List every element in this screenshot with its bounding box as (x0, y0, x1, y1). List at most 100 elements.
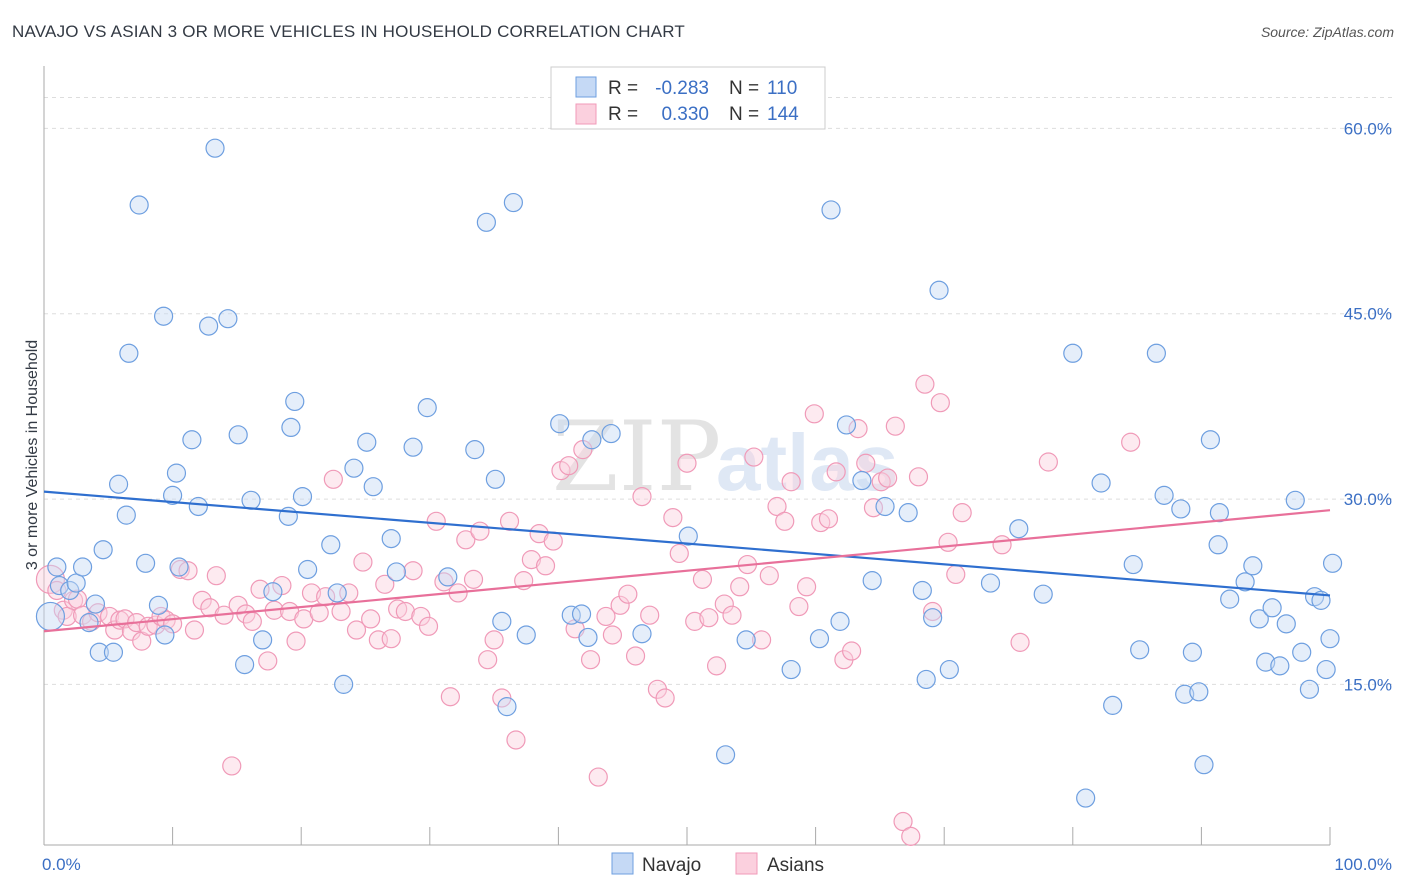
legend-n-label-navajo: N = (729, 78, 759, 99)
navajo-point (1182, 642, 1202, 662)
navajo-point (736, 630, 756, 650)
asians-point (751, 630, 772, 650)
navajo-point (1200, 430, 1221, 450)
series-legend: Navajo Asians (611, 852, 824, 876)
asians-point (361, 609, 381, 629)
asians-point (946, 564, 966, 585)
asians-point (610, 595, 630, 615)
asians-point (353, 552, 373, 572)
asians-point (440, 687, 460, 707)
navajo-point (578, 627, 598, 648)
navajo-point (582, 430, 602, 450)
navajo-point (93, 540, 113, 560)
navajo-point (85, 594, 106, 614)
navajo-point (912, 580, 932, 601)
navajo-point (292, 486, 313, 507)
navajo-point (465, 440, 485, 460)
legend-swatch-asians (575, 103, 597, 125)
source-label: Source: ZipAtlas.com (1260, 24, 1394, 40)
x-tick-label-max: 100.0% (1334, 855, 1392, 874)
asians-point (375, 574, 395, 594)
series-legend-swatch-navajo (611, 852, 634, 875)
navajo-point (571, 604, 592, 624)
legend-r-label-asians: R = (608, 104, 638, 125)
series-legend-label-navajo: Navajo (642, 855, 701, 876)
navajo-point (298, 559, 318, 580)
asians-point (331, 601, 351, 622)
asians-point (744, 447, 764, 467)
navajo-point (166, 463, 187, 483)
navajo-point (47, 557, 67, 577)
asians-point (893, 811, 913, 832)
asians-point (463, 569, 484, 589)
y-tick-label: 45.0% (1344, 305, 1392, 324)
navajo-point (476, 212, 496, 232)
asians-point (908, 467, 929, 487)
navajo-point (492, 611, 512, 631)
navajo-point (821, 200, 841, 220)
asians-point (456, 530, 476, 550)
legend-swatch-navajo (575, 76, 597, 98)
asians-point (1038, 452, 1058, 472)
navajo-point (1285, 490, 1305, 510)
navajo-point (116, 505, 136, 525)
asians-point (663, 507, 683, 528)
asians-point (669, 543, 689, 564)
asians-point (35, 564, 66, 594)
asians-point (781, 472, 801, 492)
asians-point (403, 561, 423, 581)
asians-point (580, 650, 601, 670)
navajo-point (253, 630, 273, 650)
navajo-point (363, 477, 383, 497)
navajo-point (321, 535, 341, 555)
navajo-point (386, 562, 406, 582)
asians-point (901, 826, 921, 846)
asians-point (346, 620, 367, 640)
axis-layer (43, 66, 1331, 846)
navajo-point (403, 437, 423, 457)
asians-point (632, 486, 652, 507)
navajo-point (1063, 343, 1083, 363)
navajo-point (285, 391, 305, 412)
navajo-point (334, 674, 354, 694)
asians-point (640, 605, 660, 625)
asians-point (184, 620, 205, 640)
asians-point (655, 688, 675, 708)
asians-point (323, 469, 343, 489)
navajo-point (1320, 629, 1340, 649)
asians-point (418, 616, 439, 636)
navajo-point (561, 605, 581, 625)
asians-point (258, 651, 278, 671)
navajo-point (135, 553, 156, 573)
navajo-point (89, 642, 109, 662)
navajo-point (228, 425, 248, 445)
navajo-point (119, 343, 139, 363)
navajo-point (1033, 584, 1053, 604)
asians-point (730, 577, 750, 597)
navajo-point (939, 659, 959, 680)
navajo-point (916, 669, 936, 690)
asians-points (35, 374, 1141, 846)
navajo-point (632, 624, 652, 644)
navajo-point (1194, 755, 1214, 775)
legend-box (550, 66, 826, 130)
navajo-point (163, 485, 183, 505)
navajo-point (1249, 609, 1269, 629)
asians-point (842, 641, 862, 661)
asians-point (381, 629, 401, 649)
asians-point (206, 566, 226, 586)
y-tick-labels: 15.0% 30.0% 45.0% 60.0% (1344, 119, 1392, 694)
asians-point (388, 599, 408, 619)
navajo-point (836, 415, 857, 435)
asians-point (952, 503, 972, 523)
navajo-point (182, 430, 202, 450)
navajo-point (1171, 499, 1191, 519)
navajo-point (503, 192, 523, 213)
legend-n-label-asians: N = (729, 104, 759, 125)
asians-point (301, 583, 322, 603)
asians-point (535, 556, 556, 576)
asians-point (878, 468, 898, 488)
asians-point (596, 606, 616, 627)
asians-point (759, 566, 779, 586)
